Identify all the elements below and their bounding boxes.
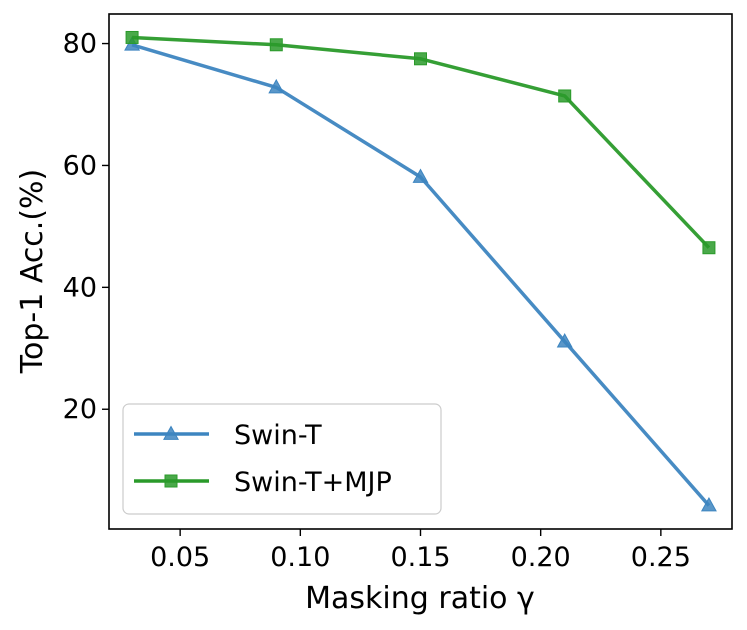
series-swin-t-mjp <box>125 30 716 255</box>
x-tick-label: 0.20 <box>511 542 571 573</box>
x-tick-label: 0.05 <box>150 542 210 573</box>
data-point <box>412 168 429 183</box>
data-point <box>558 89 572 103</box>
data-point <box>125 30 139 44</box>
data-point <box>556 333 573 348</box>
legend-marker <box>164 474 178 488</box>
data-point <box>702 241 716 255</box>
legend-label: Swin-T <box>234 420 322 451</box>
legend-item: Swin-T+MJP <box>134 467 392 498</box>
legend-box <box>122 403 442 515</box>
y-axis: 20 40 60 80 <box>63 29 109 425</box>
data-point <box>268 78 285 94</box>
data-point <box>700 497 717 512</box>
y-tick-label: 40 <box>63 272 97 303</box>
x-tick-label: 0.25 <box>631 542 691 573</box>
data-point <box>414 52 427 66</box>
y-tick-label: 60 <box>63 150 97 181</box>
x-tick-label: 0.15 <box>390 542 450 573</box>
y-tick-label: 80 <box>63 29 97 60</box>
legend-marker <box>163 425 179 440</box>
x-axis: 0.05 0.10 0.15 0.20 0.25 <box>150 529 691 573</box>
y-axis-label: Top-1 Acc.(%) <box>15 169 50 375</box>
series-layer <box>124 30 717 512</box>
legend-label: Swin-T+MJP <box>234 467 392 498</box>
x-tick-label: 0.10 <box>270 542 330 573</box>
data-point <box>269 38 283 52</box>
legend-item: Swin-T <box>134 420 322 451</box>
legend: Swin-T Swin-T+MJP <box>122 403 442 515</box>
y-tick-label: 20 <box>63 394 97 425</box>
x-axis-label: Masking ratio γ <box>305 581 535 616</box>
